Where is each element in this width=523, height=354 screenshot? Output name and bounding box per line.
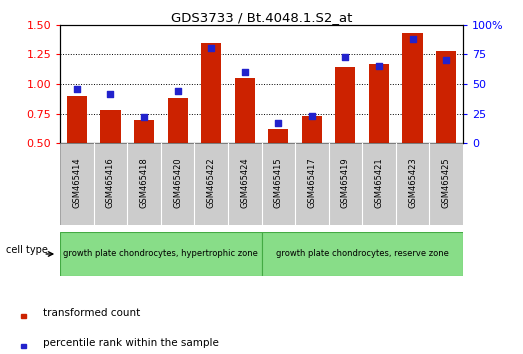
Bar	[20, 344, 26, 348]
Bar	[403, 33, 423, 143]
Point	[375, 63, 383, 69]
Point	[140, 114, 148, 120]
Text: GSM465421: GSM465421	[374, 157, 383, 208]
Bar	[20, 314, 26, 318]
Text: GSM465415: GSM465415	[274, 157, 283, 208]
Text: GSM465417: GSM465417	[308, 157, 316, 208]
Text: cell type: cell type	[6, 245, 48, 255]
Text: GSM465414: GSM465414	[72, 157, 82, 208]
Bar	[262, 232, 463, 276]
Bar	[100, 110, 120, 143]
Text: GSM465418: GSM465418	[140, 157, 149, 208]
Text: GSM465420: GSM465420	[173, 157, 182, 208]
Text: GSM465423: GSM465423	[408, 157, 417, 208]
Point	[73, 86, 81, 92]
Bar	[60, 232, 262, 276]
Point	[341, 54, 349, 59]
Title: GDS3733 / Bt.4048.1.S2_at: GDS3733 / Bt.4048.1.S2_at	[171, 11, 352, 24]
Bar	[335, 68, 356, 143]
Text: GSM465416: GSM465416	[106, 157, 115, 208]
Bar	[302, 116, 322, 143]
Text: GSM465419: GSM465419	[341, 157, 350, 208]
Point	[274, 120, 282, 126]
Text: GSM465424: GSM465424	[240, 157, 249, 208]
Text: GSM465425: GSM465425	[441, 157, 451, 208]
Point	[106, 91, 115, 96]
Text: percentile rank within the sample: percentile rank within the sample	[43, 338, 219, 348]
Bar	[134, 120, 154, 143]
Point	[207, 46, 215, 51]
Bar	[235, 78, 255, 143]
Point	[408, 36, 417, 42]
Bar	[268, 129, 288, 143]
Point	[241, 69, 249, 75]
Text: growth plate chondrocytes, reserve zone: growth plate chondrocytes, reserve zone	[276, 250, 449, 258]
Text: GSM465422: GSM465422	[207, 157, 215, 208]
Point	[174, 88, 182, 94]
Bar	[167, 98, 188, 143]
Text: growth plate chondrocytes, hypertrophic zone: growth plate chondrocytes, hypertrophic …	[63, 250, 258, 258]
Point	[442, 57, 450, 63]
Bar	[67, 96, 87, 143]
Point	[308, 113, 316, 119]
Bar	[436, 51, 456, 143]
Bar	[369, 64, 389, 143]
Text: transformed count: transformed count	[43, 308, 140, 318]
Bar	[201, 42, 221, 143]
